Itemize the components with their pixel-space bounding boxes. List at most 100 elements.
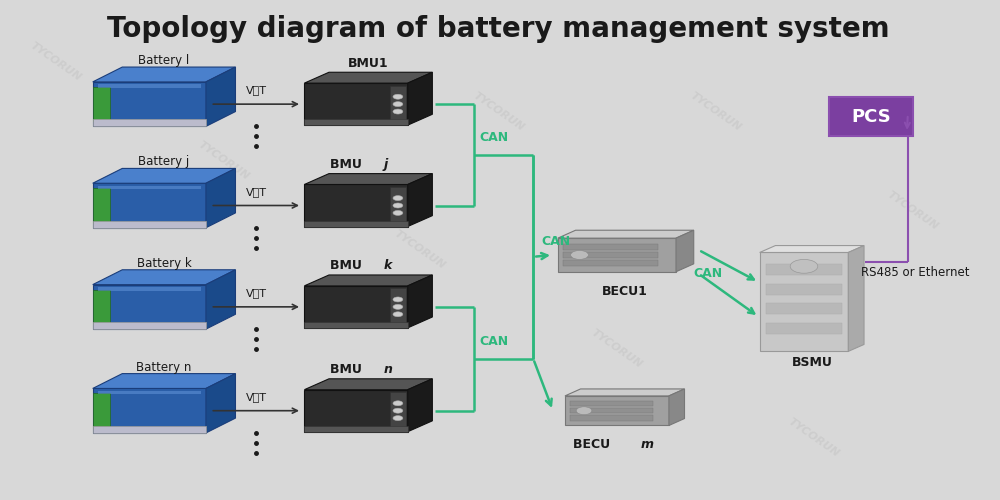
Text: Battery k: Battery k	[137, 257, 191, 270]
Polygon shape	[676, 230, 694, 272]
Polygon shape	[93, 290, 110, 324]
Circle shape	[393, 304, 403, 310]
Polygon shape	[93, 284, 206, 329]
Polygon shape	[93, 120, 206, 126]
Polygon shape	[669, 389, 685, 426]
Polygon shape	[304, 184, 408, 226]
Polygon shape	[760, 252, 848, 352]
Polygon shape	[98, 287, 201, 290]
Polygon shape	[766, 323, 842, 334]
Polygon shape	[766, 284, 842, 294]
Text: V、T: V、T	[246, 85, 267, 95]
Polygon shape	[570, 408, 653, 414]
Polygon shape	[558, 230, 694, 238]
Text: j: j	[384, 158, 388, 171]
Text: TYCORUN: TYCORUN	[196, 140, 251, 182]
Text: Battery n: Battery n	[136, 360, 192, 374]
Polygon shape	[304, 275, 432, 286]
Polygon shape	[563, 244, 658, 250]
Polygon shape	[408, 174, 432, 227]
Polygon shape	[390, 86, 406, 122]
Polygon shape	[93, 270, 235, 284]
Polygon shape	[558, 238, 676, 272]
Polygon shape	[93, 221, 206, 228]
Circle shape	[393, 102, 403, 106]
Text: TYCORUN: TYCORUN	[885, 189, 940, 232]
Circle shape	[393, 401, 403, 406]
Polygon shape	[565, 389, 685, 396]
Circle shape	[571, 250, 588, 260]
Polygon shape	[93, 374, 235, 388]
Circle shape	[393, 196, 403, 200]
Polygon shape	[93, 87, 110, 122]
Text: Battery l: Battery l	[138, 54, 190, 67]
Polygon shape	[304, 119, 408, 125]
Text: V、T: V、T	[246, 288, 267, 298]
Text: V、T: V、T	[246, 186, 267, 196]
Circle shape	[393, 210, 403, 216]
Polygon shape	[390, 392, 406, 429]
Polygon shape	[390, 187, 406, 224]
Polygon shape	[93, 67, 235, 82]
Polygon shape	[206, 270, 235, 329]
Polygon shape	[390, 288, 406, 326]
Text: BMU: BMU	[330, 158, 366, 171]
Text: CAN: CAN	[541, 235, 570, 248]
Polygon shape	[93, 168, 235, 183]
Text: TYCORUN: TYCORUN	[786, 416, 841, 459]
Text: TYCORUN: TYCORUN	[471, 90, 526, 133]
Text: TYCORUN: TYCORUN	[393, 229, 447, 271]
Polygon shape	[304, 220, 408, 226]
Text: n: n	[384, 363, 393, 376]
Text: TYCORUN: TYCORUN	[688, 90, 743, 133]
Circle shape	[393, 408, 403, 413]
Polygon shape	[563, 252, 658, 258]
Text: BSMU: BSMU	[791, 356, 832, 370]
Polygon shape	[304, 174, 432, 184]
Text: CAN: CAN	[694, 268, 723, 280]
Polygon shape	[93, 388, 206, 433]
Text: BMU: BMU	[330, 259, 366, 272]
Text: V、T: V、T	[246, 392, 267, 402]
Polygon shape	[408, 275, 432, 328]
Circle shape	[393, 109, 403, 114]
Polygon shape	[304, 286, 408, 328]
Text: TYCORUN: TYCORUN	[590, 328, 644, 370]
Text: BMU: BMU	[330, 363, 366, 376]
Polygon shape	[304, 379, 432, 390]
Text: k: k	[384, 259, 392, 272]
Polygon shape	[565, 396, 669, 426]
Polygon shape	[408, 72, 432, 125]
Text: Battery j: Battery j	[138, 156, 190, 168]
Text: BECU: BECU	[573, 438, 615, 451]
Polygon shape	[766, 264, 842, 274]
Polygon shape	[304, 83, 408, 125]
Polygon shape	[93, 188, 110, 223]
Polygon shape	[206, 67, 235, 126]
Polygon shape	[304, 390, 408, 432]
Text: m: m	[641, 438, 654, 451]
Circle shape	[393, 297, 403, 302]
Polygon shape	[570, 416, 653, 420]
Polygon shape	[98, 84, 201, 88]
Polygon shape	[563, 260, 658, 266]
Polygon shape	[304, 322, 408, 328]
Text: TYCORUN: TYCORUN	[28, 41, 83, 84]
Circle shape	[393, 203, 403, 208]
Text: Topology diagram of battery management system: Topology diagram of battery management s…	[107, 15, 890, 43]
Polygon shape	[93, 322, 206, 329]
Polygon shape	[760, 246, 864, 252]
Polygon shape	[848, 246, 864, 352]
Circle shape	[393, 312, 403, 317]
Text: CAN: CAN	[479, 131, 508, 144]
Text: TYCORUN: TYCORUN	[156, 367, 211, 410]
Polygon shape	[93, 394, 110, 428]
Polygon shape	[766, 304, 842, 314]
Text: CAN: CAN	[479, 335, 508, 348]
Text: RS485 or Ethernet: RS485 or Ethernet	[861, 266, 970, 279]
Text: BECU1: BECU1	[602, 284, 648, 298]
FancyBboxPatch shape	[829, 96, 913, 136]
Text: BMU1: BMU1	[348, 56, 388, 70]
Polygon shape	[206, 168, 235, 228]
Text: PCS: PCS	[851, 108, 891, 126]
